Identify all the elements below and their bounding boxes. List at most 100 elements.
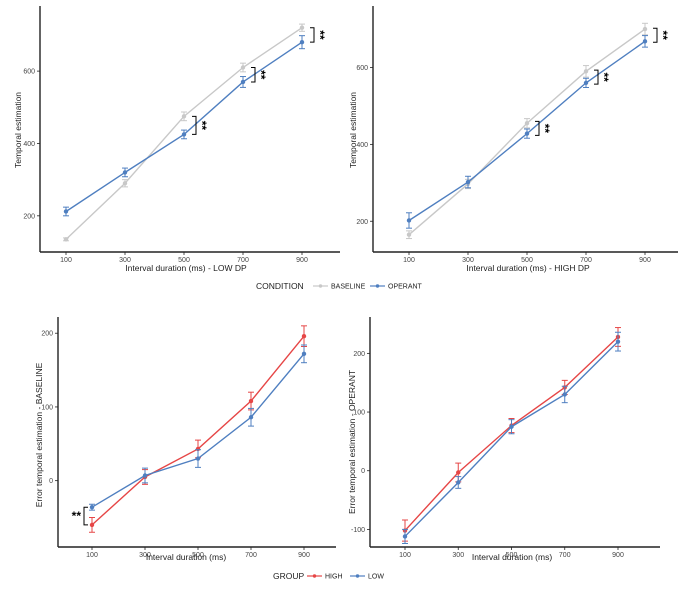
x-tick-label: 900 (298, 552, 310, 559)
panel-top-left-ylabel: Temporal estimation (13, 92, 23, 168)
x-tick-label: 700 (559, 552, 571, 559)
high-data-point (301, 333, 307, 339)
operant-data-point (465, 179, 471, 185)
baseline-data-point (299, 25, 305, 30)
y-tick-label: 200 (23, 213, 35, 220)
panel-top-right-ylabel: Temporal estimation (348, 92, 358, 168)
legend-condition-title: CONDITION (256, 281, 304, 291)
significance-marker: ** (535, 120, 552, 136)
legend-low-marker (355, 574, 360, 578)
legend-low-label: LOW (368, 574, 384, 581)
y-tick-label: 400 (356, 142, 368, 149)
x-tick-label: 500 (506, 552, 518, 559)
low-data-point (509, 424, 514, 429)
significance-marker: ** (251, 67, 268, 83)
significance-label: ** (254, 70, 268, 80)
y-tick-label: 200 (356, 219, 368, 226)
x-tick-label: 900 (296, 257, 308, 264)
low-series-line (404, 341, 619, 537)
baseline-data-point (524, 121, 530, 126)
x-tick-label: 100 (60, 257, 72, 264)
panel-bottom-right-ylabel: Error temporal estimation - OPERANT (347, 370, 357, 514)
operant-data-point (524, 131, 530, 136)
y-tick-label: -100 (351, 527, 365, 534)
panel-bottom-left-ylabel: Error temporal estimation - BASELINE (34, 362, 44, 507)
x-tick-label: 300 (452, 552, 464, 559)
operant-data-point (122, 170, 128, 175)
panel-bottom-right-xlabel: Interval duration (ms) (472, 552, 552, 562)
panel-top-right: Interval duration (ms) - HIGH DP Tempora… (348, 92, 590, 273)
baseline-data-point (122, 181, 128, 186)
operant-series-line (65, 41, 303, 213)
legend-operant-label: OPERANT (388, 284, 423, 291)
x-tick-label: 300 (119, 257, 131, 264)
significance-marker: ** (192, 115, 209, 135)
baseline-data-point (406, 232, 412, 237)
significance-label: ** (313, 30, 327, 40)
high-data-point (248, 398, 254, 404)
legend-baseline-marker (318, 284, 323, 288)
y-tick-label: 0 (361, 468, 365, 475)
low-data-point (301, 351, 307, 357)
significance-label: ** (597, 72, 611, 82)
panel-top-left-plot: 100 300 500 700 900 200 400 600 ** ** ** (23, 6, 340, 264)
low-data-point (142, 473, 148, 478)
baseline-data-point (63, 237, 69, 242)
x-tick-label: 700 (580, 257, 592, 264)
y-tick-label: 600 (23, 69, 35, 76)
x-tick-label: 300 (139, 552, 151, 559)
baseline-data-point (240, 65, 246, 70)
panel-bottom-right-plot: 100 300 500 700 900 -100 0 100 200 (351, 317, 660, 559)
legend-baseline-label: BASELINE (331, 284, 366, 291)
low-data-point (562, 392, 567, 397)
legend-operant-marker (375, 284, 380, 288)
operant-data-point (642, 39, 648, 44)
panel-top-left: Interval duration (ms) - LOW DP Temporal… (13, 92, 247, 273)
significance-marker: ** (594, 69, 611, 85)
x-tick-label: 500 (192, 552, 204, 559)
panel-bottom-right: Interval duration (ms) Error temporal es… (347, 370, 552, 562)
low-data-point (248, 415, 254, 420)
legend-high-marker (312, 574, 317, 578)
panel-bottom-left-plot: 100 300 500 700 900 0 100 200 ** (41, 317, 336, 559)
high-data-point (89, 522, 95, 528)
x-tick-label: 100 (403, 257, 415, 264)
x-tick-label: 700 (245, 552, 257, 559)
legend-group: GROUP HIGH LOW (273, 571, 384, 581)
operant-data-point (181, 132, 187, 137)
baseline-data-point (583, 69, 589, 74)
significance-label: ** (195, 121, 209, 131)
low-series-line (91, 353, 305, 508)
operant-data-point (299, 39, 305, 45)
low-data-point (89, 504, 95, 510)
high-series-line (91, 335, 305, 526)
operant-data-point (63, 209, 69, 214)
y-tick-label: 200 (353, 351, 365, 358)
baseline-data-point (181, 114, 187, 119)
y-tick-label: 400 (23, 141, 35, 148)
x-tick-label: 900 (639, 257, 651, 264)
panel-bottom-left-xlabel: Interval duration (ms) (146, 552, 226, 562)
x-tick-label: 300 (462, 257, 474, 264)
x-tick-label: 500 (521, 257, 533, 264)
panel-top-left-xlabel: Interval duration (ms) - LOW DP (125, 263, 247, 273)
low-data-point (615, 339, 621, 344)
y-tick-label: 600 (356, 65, 368, 72)
x-tick-label: 700 (237, 257, 249, 264)
x-tick-label: 100 (86, 552, 98, 559)
x-tick-label: 500 (178, 257, 190, 264)
significance-label: ** (72, 509, 82, 523)
x-tick-label: 900 (612, 552, 624, 559)
y-tick-label: 100 (353, 410, 365, 417)
operant-data-point (583, 80, 589, 86)
y-tick-label: 200 (41, 331, 53, 338)
panel-bottom-left: Interval duration (ms) Error temporal es… (34, 362, 226, 562)
legend-condition: CONDITION BASELINE OPERANT (256, 281, 423, 291)
panel-top-right-plot: 100 300 500 700 900 200 400 600 ** ** ** (356, 6, 678, 264)
low-data-point (402, 534, 408, 539)
low-data-point (456, 480, 461, 485)
significance-marker: ** (653, 27, 670, 43)
low-data-point (195, 456, 201, 461)
operant-data-point (406, 218, 412, 223)
